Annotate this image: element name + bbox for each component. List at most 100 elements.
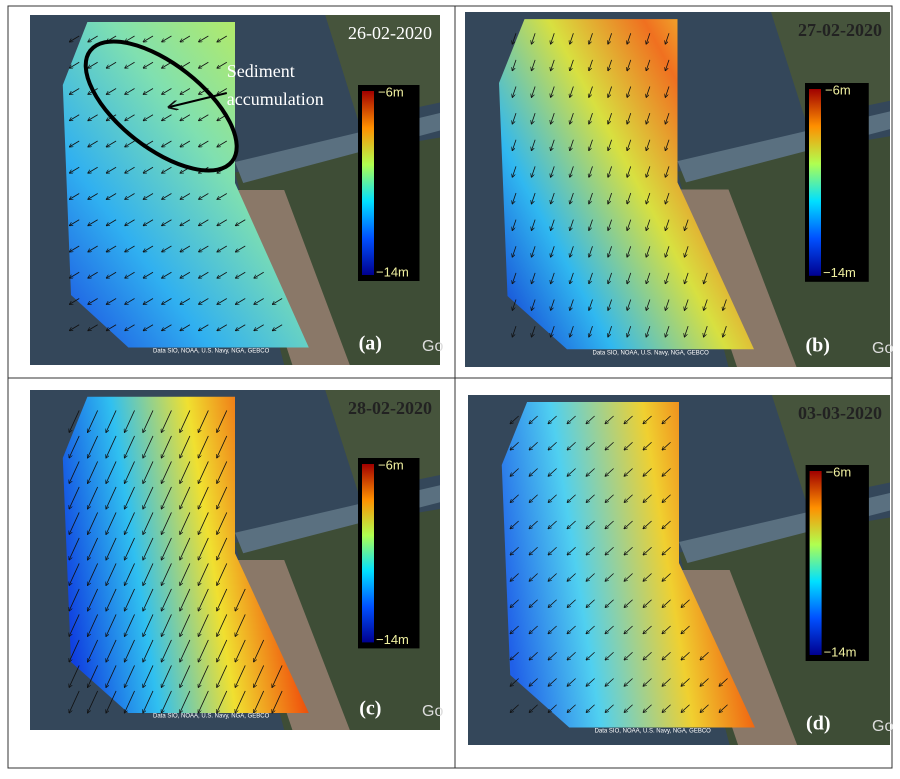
current-arrow: [643, 441, 652, 450]
current-arrow: [627, 59, 632, 71]
current-arrow: [605, 415, 614, 424]
town: [679, 570, 798, 745]
current-arrow: [567, 651, 576, 660]
current-arrow: [106, 486, 117, 509]
current-arrow: [199, 61, 209, 68]
current-arrow: [70, 61, 80, 68]
current-arrow: [70, 193, 80, 200]
current-arrow: [624, 441, 633, 450]
current-arrow: [608, 59, 613, 71]
current-arrow: [143, 166, 154, 173]
colorbar-label: −6m: [378, 457, 404, 472]
current-arrow: [589, 326, 593, 337]
current-arrow: [254, 324, 264, 331]
annotation-ellipse: [83, 39, 239, 173]
current-arrow: [529, 441, 538, 450]
current-arrow: [143, 690, 154, 713]
current-arrow: [643, 625, 652, 634]
current-arrow: [143, 245, 154, 252]
current-arrow: [106, 690, 117, 713]
current-arrow: [704, 299, 708, 311]
current-arrow: [180, 35, 191, 42]
current-arrow: [199, 140, 209, 147]
current-arrow: [106, 665, 117, 687]
current-arrow: [646, 219, 651, 231]
current-arrow: [106, 614, 117, 636]
logo: Go: [872, 718, 893, 735]
colorbar-label: −14m: [823, 265, 856, 280]
current-arrow: [624, 546, 633, 555]
date: 27-02-2020: [798, 20, 882, 40]
current-arrow: [608, 33, 613, 44]
current-arrow: [605, 546, 614, 555]
current-arrow: [107, 219, 117, 226]
current-arrow: [180, 193, 191, 200]
map-panel: −6m −14m 27-02-2020 (b) Data SIO, NOAA, U.S.…: [465, 12, 893, 367]
current-arrow: [512, 113, 517, 124]
current-arrow: [570, 326, 574, 337]
current-arrow: [548, 704, 557, 713]
current-arrow: [532, 219, 536, 231]
current-arrow: [88, 324, 98, 331]
current-arrow: [125, 298, 135, 305]
current-arrow: [273, 324, 283, 331]
current-arrow: [88, 512, 99, 534]
current-arrow: [624, 573, 633, 582]
current-arrow: [69, 588, 80, 611]
current-arrow: [570, 113, 574, 124]
current-arrow: [608, 219, 613, 231]
current-arrow: [161, 410, 172, 432]
current-arrow: [551, 139, 555, 151]
current-arrow: [567, 494, 576, 503]
current-arrow: [180, 410, 191, 432]
current-arrow: [217, 324, 228, 331]
current-arrow: [567, 625, 576, 634]
current-arrow: [88, 588, 99, 611]
current-arrow: [586, 494, 595, 503]
current-arrow: [70, 298, 80, 305]
current-arrow: [199, 298, 209, 305]
current-arrow: [685, 219, 689, 231]
current-arrow: [180, 271, 191, 278]
current-arrow: [586, 704, 595, 713]
current-arrow: [512, 33, 517, 44]
current-arrow: [532, 326, 536, 337]
current-arrow: [510, 468, 519, 477]
current-arrow: [217, 435, 228, 458]
current-arrow: [529, 520, 538, 529]
current-arrow: [608, 166, 613, 177]
current-arrow: [643, 415, 652, 424]
current-arrow: [719, 678, 728, 687]
current-arrow: [88, 614, 99, 636]
current-arrow: [143, 410, 154, 432]
current-arrow: [512, 139, 517, 151]
current-arrow: [586, 441, 595, 450]
current-arrow: [107, 298, 117, 305]
colorbar-label: −6m: [378, 84, 404, 99]
current-arrow: [198, 410, 209, 432]
current-arrow: [125, 665, 135, 687]
current-arrow: [143, 114, 154, 121]
current-arrow: [570, 33, 574, 44]
current-arrow: [548, 468, 557, 477]
current-arrow: [570, 246, 574, 257]
current-arrow: [551, 33, 555, 44]
current-arrow: [198, 614, 209, 636]
colorbar: [362, 91, 374, 275]
current-arrow: [665, 113, 670, 124]
current-arrow: [88, 114, 98, 121]
current-arrow: [605, 678, 614, 687]
current-arrow: [272, 665, 283, 687]
current-arrow: [662, 651, 671, 660]
current-arrow: [125, 563, 135, 585]
current-arrow: [510, 520, 519, 529]
current-arrow: [161, 486, 172, 509]
current-arrow: [532, 139, 536, 151]
current-arrow: [548, 625, 557, 634]
colorbar-label: −14m: [376, 264, 409, 279]
current-arrow: [217, 245, 228, 252]
current-arrow: [646, 272, 651, 284]
current-arrow: [627, 219, 632, 231]
current-arrow: [161, 563, 172, 585]
town: [677, 189, 797, 367]
